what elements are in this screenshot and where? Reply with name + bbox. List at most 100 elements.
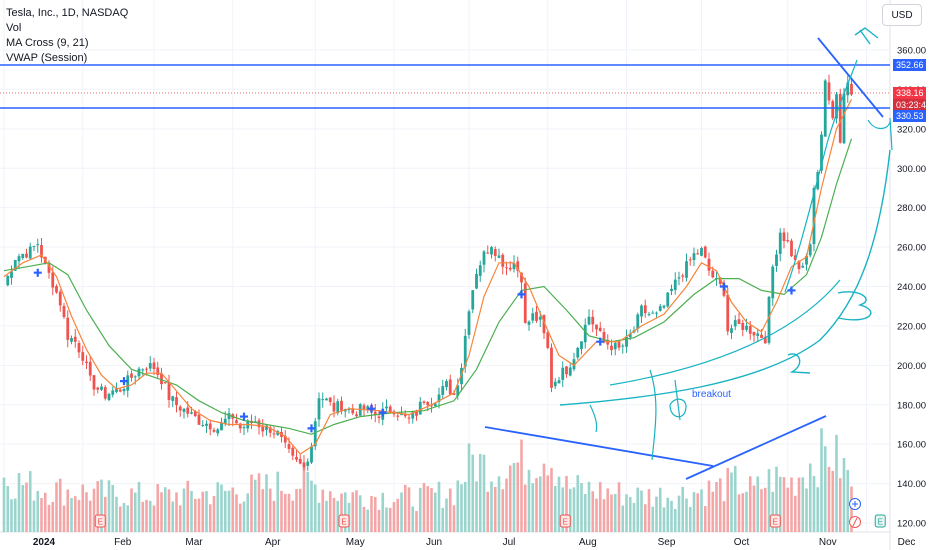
curve-drawing bbox=[609, 279, 841, 386]
ma-cross-marker bbox=[33, 268, 42, 277]
candle-body bbox=[25, 253, 28, 258]
volume-bar bbox=[40, 498, 43, 532]
candle-body bbox=[220, 422, 223, 431]
volume-bar bbox=[280, 490, 283, 532]
candle-body bbox=[482, 251, 486, 265]
volume-bar bbox=[475, 481, 478, 532]
candle-body bbox=[531, 313, 535, 321]
number-three bbox=[837, 291, 872, 321]
volume-bar bbox=[32, 500, 36, 532]
volume-bar bbox=[325, 500, 328, 532]
candle-body bbox=[561, 367, 565, 380]
volume-bar bbox=[302, 464, 306, 532]
earnings-marker-letter: E bbox=[878, 518, 883, 527]
countdown-tag: 03:23:48 bbox=[893, 99, 931, 111]
candle-body bbox=[407, 417, 411, 419]
candle-body bbox=[10, 271, 13, 278]
volume-bar bbox=[13, 498, 17, 532]
candle-body bbox=[400, 414, 403, 416]
curve-drawing bbox=[559, 149, 891, 406]
volume-bar bbox=[707, 480, 711, 532]
volume-bar bbox=[595, 498, 598, 532]
horizontal-lines bbox=[0, 64, 890, 109]
candle-body bbox=[647, 314, 651, 316]
volume-bar bbox=[96, 481, 100, 532]
x-tick-label: Feb bbox=[114, 537, 132, 548]
volume-bar bbox=[385, 507, 388, 532]
candle-body bbox=[775, 254, 778, 267]
earnings-marker bbox=[94, 514, 106, 528]
candle-body bbox=[340, 400, 343, 411]
ma-cross-marker bbox=[720, 282, 728, 291]
volume-bar bbox=[85, 492, 88, 532]
candle-body bbox=[73, 336, 77, 342]
candle-body bbox=[257, 420, 261, 428]
legend-symbol[interactable]: Tesla, Inc., 1D, NASDAQ bbox=[6, 7, 129, 19]
x-tick-label: Dec bbox=[898, 537, 916, 548]
y-tick-label: 200.00 bbox=[897, 361, 926, 372]
volume-bar bbox=[572, 487, 576, 532]
currency-button[interactable]: USD bbox=[882, 4, 922, 26]
volume-bar bbox=[591, 491, 595, 532]
candle-body bbox=[36, 244, 40, 246]
volume-bar bbox=[362, 506, 366, 532]
volume-bar bbox=[306, 471, 310, 532]
candle-body bbox=[156, 367, 160, 375]
volume-bar bbox=[100, 479, 103, 532]
candle-body bbox=[718, 277, 722, 284]
volume-bar bbox=[122, 502, 126, 532]
legend-vol[interactable]: Vol bbox=[6, 22, 22, 34]
tick-stroke bbox=[589, 404, 598, 433]
volume-bar bbox=[287, 493, 291, 532]
candle-body bbox=[115, 387, 118, 392]
volume-bar bbox=[291, 500, 295, 532]
volume-bar bbox=[216, 482, 220, 532]
volume-bar bbox=[696, 493, 700, 532]
volume-bar bbox=[186, 480, 190, 532]
volume-bar bbox=[433, 492, 437, 532]
volume-bar bbox=[6, 486, 10, 532]
volume-bar bbox=[782, 477, 786, 532]
volume-bar bbox=[70, 498, 73, 532]
candle-body bbox=[265, 425, 268, 430]
x-tick-label: Apr bbox=[265, 537, 281, 548]
candle-body bbox=[355, 414, 358, 417]
candle-body bbox=[478, 265, 482, 276]
volume-bar bbox=[606, 488, 610, 532]
moving-averages bbox=[3, 99, 853, 455]
candle-body bbox=[497, 255, 501, 258]
x-tick-label: May bbox=[346, 537, 365, 548]
volume-bar bbox=[295, 489, 298, 532]
volume-bar bbox=[2, 477, 6, 532]
candle-body bbox=[133, 376, 137, 378]
volume-bar bbox=[25, 482, 28, 532]
volume-bar bbox=[812, 476, 816, 532]
candle-body bbox=[565, 366, 568, 375]
candle-body bbox=[493, 249, 497, 256]
candle-body bbox=[778, 232, 782, 254]
candle-body bbox=[107, 393, 111, 400]
candle-body bbox=[636, 314, 640, 329]
candle-body bbox=[238, 423, 242, 429]
candle-body bbox=[733, 320, 737, 327]
volume-bar bbox=[388, 507, 392, 532]
y-tick-label: 300.00 bbox=[897, 164, 926, 175]
volume-bars bbox=[2, 428, 853, 532]
candle-body bbox=[643, 305, 647, 314]
candle-body bbox=[186, 407, 190, 414]
legend-vwap[interactable]: VWAP (Session) bbox=[6, 52, 88, 64]
candle-body bbox=[167, 382, 171, 400]
legend-ma-cross[interactable]: MA Cross (9, 21) bbox=[6, 37, 89, 49]
candle-body bbox=[272, 433, 276, 435]
candle-body bbox=[385, 406, 388, 409]
x-tick-label: 2024 bbox=[33, 537, 56, 548]
volume-bar bbox=[265, 474, 268, 532]
volume-bar bbox=[835, 434, 838, 532]
curve-drawing bbox=[784, 59, 858, 293]
volume-bar bbox=[730, 472, 733, 532]
candle-body bbox=[28, 246, 32, 259]
volume-bar bbox=[212, 495, 216, 532]
y-tick-label: 320.00 bbox=[897, 124, 926, 135]
volume-bar bbox=[745, 491, 748, 532]
